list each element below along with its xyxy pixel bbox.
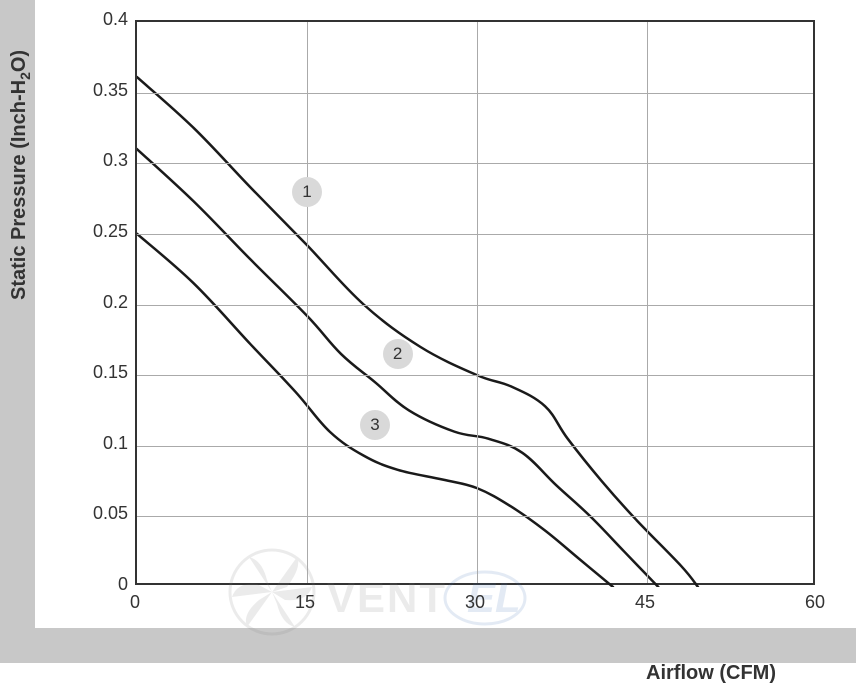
y-tick-label: 0.15: [68, 362, 128, 383]
x-tick-label: 30: [465, 592, 485, 613]
y-axis-label: Static Pressure (Inch-H2O): [8, 50, 33, 300]
grid-h: [137, 93, 813, 94]
grid-h: [137, 305, 813, 306]
y-tick-label: 0.2: [68, 292, 128, 313]
ylabel-prefix: Static Pressure (Inch-H: [8, 80, 30, 300]
x-tick-label: 45: [635, 592, 655, 613]
y-tick-label: 0.25: [68, 221, 128, 242]
ylabel-sub: 2: [17, 72, 33, 80]
curve-label-1: 1: [292, 177, 322, 207]
grid-h: [137, 375, 813, 376]
y-tick-label: 0.4: [68, 9, 128, 30]
y-tick-label: 0.1: [68, 433, 128, 454]
frame-bottom: [0, 628, 856, 663]
curve-1: [137, 77, 698, 587]
y-tick-label: 0: [68, 574, 128, 595]
x-tick-label: 60: [805, 592, 825, 613]
ylabel-suffix: O): [8, 50, 30, 72]
y-tick-label: 0.05: [68, 503, 128, 524]
grid-h: [137, 234, 813, 235]
grid-v: [647, 22, 648, 583]
y-tick-label: 0.35: [68, 80, 128, 101]
x-tick-label: 15: [295, 592, 315, 613]
x-tick-label: 0: [130, 592, 140, 613]
grid-h: [137, 516, 813, 517]
grid-v: [307, 22, 308, 583]
y-tick-label: 0.3: [68, 150, 128, 171]
x-axis-label: Airflow (CFM): [646, 662, 776, 685]
curve-label-2: 2: [383, 339, 413, 369]
fan-curve-chart: Static Pressure (Inch-H2O) Airflow (CFM)…: [0, 0, 856, 693]
grid-v: [477, 22, 478, 583]
plot-area: VENT EL 123: [135, 20, 815, 585]
grid-h: [137, 446, 813, 447]
curve-label-3: 3: [360, 410, 390, 440]
grid-h: [137, 163, 813, 164]
